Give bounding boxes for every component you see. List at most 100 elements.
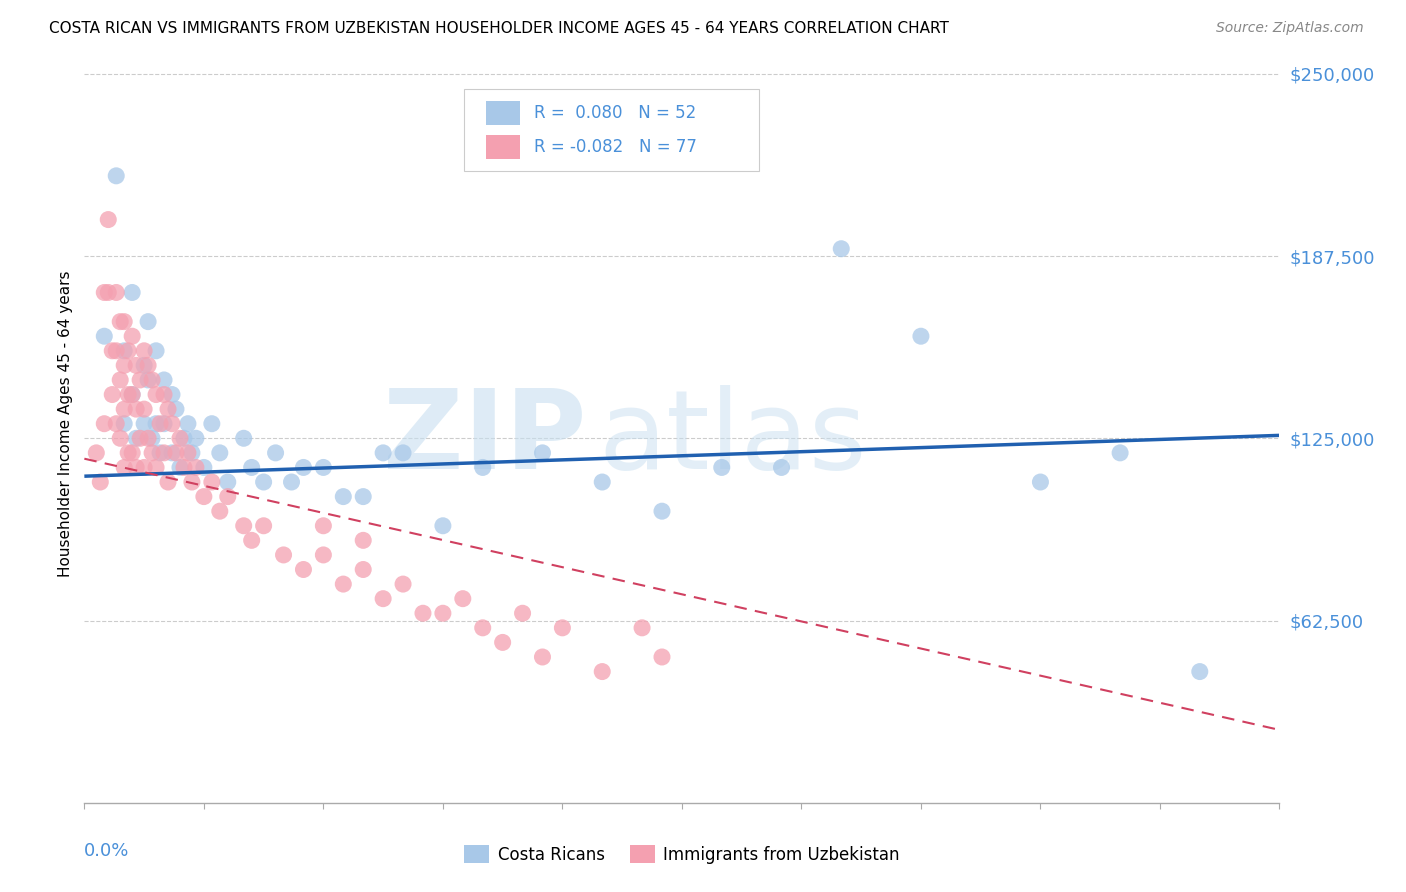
Point xyxy=(253,518,276,533)
Point xyxy=(117,387,139,401)
Point xyxy=(136,431,159,445)
Point xyxy=(208,446,231,460)
Point xyxy=(121,387,143,401)
Point xyxy=(125,402,148,417)
Point xyxy=(153,387,176,401)
Point xyxy=(264,446,287,460)
Point xyxy=(132,343,156,358)
Point xyxy=(105,169,128,183)
Point xyxy=(1188,665,1211,679)
Point xyxy=(110,315,132,329)
Point xyxy=(93,329,115,343)
Point xyxy=(531,650,554,665)
Point xyxy=(141,373,163,387)
Point xyxy=(136,315,159,329)
Point xyxy=(132,417,156,431)
Text: R =  0.080   N = 52: R = 0.080 N = 52 xyxy=(534,104,696,122)
Point xyxy=(312,460,335,475)
Point xyxy=(112,460,135,475)
Point xyxy=(651,504,673,518)
Point xyxy=(177,446,200,460)
Point xyxy=(201,417,224,431)
Point xyxy=(253,475,276,489)
Point xyxy=(352,533,374,548)
Point xyxy=(184,460,207,475)
Point xyxy=(125,460,148,475)
Point xyxy=(232,431,254,445)
Point xyxy=(157,475,180,489)
Point xyxy=(97,285,120,300)
Point xyxy=(157,402,180,417)
Point xyxy=(312,518,335,533)
Point xyxy=(232,518,254,533)
Point xyxy=(910,329,932,343)
Point xyxy=(165,446,187,460)
Point xyxy=(112,359,135,373)
Point xyxy=(117,446,139,460)
Point xyxy=(312,548,335,562)
Point xyxy=(110,431,132,445)
Point xyxy=(710,460,733,475)
Point xyxy=(121,387,143,401)
Point xyxy=(412,607,434,621)
Point xyxy=(471,460,494,475)
Point xyxy=(153,446,176,460)
Point xyxy=(132,402,156,417)
Point xyxy=(121,446,143,460)
Point xyxy=(149,446,172,460)
Point xyxy=(492,635,515,649)
Point xyxy=(145,460,167,475)
Point xyxy=(181,446,204,460)
Point xyxy=(141,431,163,445)
Point xyxy=(471,621,494,635)
Point xyxy=(97,212,120,227)
Point xyxy=(240,533,263,548)
Point xyxy=(169,460,191,475)
Point xyxy=(112,417,135,431)
Point xyxy=(392,446,415,460)
Legend: Costa Ricans, Immigrants from Uzbekistan: Costa Ricans, Immigrants from Uzbekistan xyxy=(458,838,905,871)
Point xyxy=(121,285,143,300)
Point xyxy=(1109,446,1132,460)
Point xyxy=(352,562,374,576)
Text: Source: ZipAtlas.com: Source: ZipAtlas.com xyxy=(1216,21,1364,35)
Point xyxy=(105,417,128,431)
Point xyxy=(89,475,111,489)
Point xyxy=(110,373,132,387)
Point xyxy=(132,460,156,475)
Text: COSTA RICAN VS IMMIGRANTS FROM UZBEKISTAN HOUSEHOLDER INCOME AGES 45 - 64 YEARS : COSTA RICAN VS IMMIGRANTS FROM UZBEKISTA… xyxy=(49,21,949,36)
Point xyxy=(332,490,354,504)
Point xyxy=(591,475,613,489)
Text: ZIP: ZIP xyxy=(382,385,586,492)
Point xyxy=(531,446,554,460)
Point xyxy=(129,431,152,445)
Point xyxy=(112,315,135,329)
Point xyxy=(149,417,172,431)
Point xyxy=(129,373,152,387)
Point xyxy=(631,621,654,635)
Point xyxy=(112,343,135,358)
Point xyxy=(651,650,673,665)
Point xyxy=(160,446,183,460)
Point xyxy=(160,387,183,401)
Point xyxy=(830,242,852,256)
Point xyxy=(217,475,239,489)
Point xyxy=(208,504,231,518)
Point xyxy=(165,402,187,417)
Point xyxy=(201,475,224,489)
Point xyxy=(136,373,159,387)
Point xyxy=(153,373,176,387)
Point xyxy=(93,285,115,300)
Point xyxy=(432,607,454,621)
Point xyxy=(117,343,139,358)
Point xyxy=(105,343,128,358)
Point xyxy=(125,431,148,445)
Text: R = -0.082   N = 77: R = -0.082 N = 77 xyxy=(534,138,697,156)
Point xyxy=(153,417,176,431)
Text: atlas: atlas xyxy=(599,385,866,492)
Point xyxy=(217,490,239,504)
Point xyxy=(125,359,148,373)
Point xyxy=(432,518,454,533)
Point xyxy=(145,387,167,401)
Point xyxy=(451,591,474,606)
